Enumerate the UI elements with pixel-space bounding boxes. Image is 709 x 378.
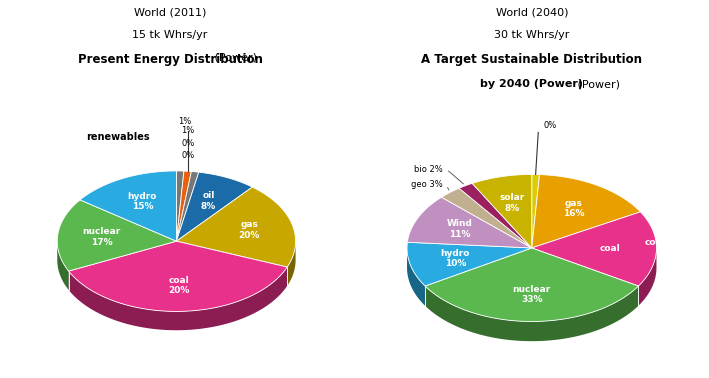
- Text: 15 tk Whrs/yr: 15 tk Whrs/yr: [133, 30, 208, 40]
- Text: World (2040): World (2040): [496, 8, 568, 17]
- Text: 30 tk Whrs/yr: 30 tk Whrs/yr: [494, 30, 569, 40]
- Text: Present Energy Distribution: Present Energy Distribution: [78, 53, 262, 66]
- Text: World (2011): World (2011): [134, 8, 206, 17]
- Text: A Target Sustainable Distribution: A Target Sustainable Distribution: [421, 53, 642, 66]
- Text: (Power): (Power): [574, 79, 620, 89]
- Text: by 2040 (Power): by 2040 (Power): [480, 79, 584, 89]
- Text: (Power): (Power): [211, 53, 257, 63]
